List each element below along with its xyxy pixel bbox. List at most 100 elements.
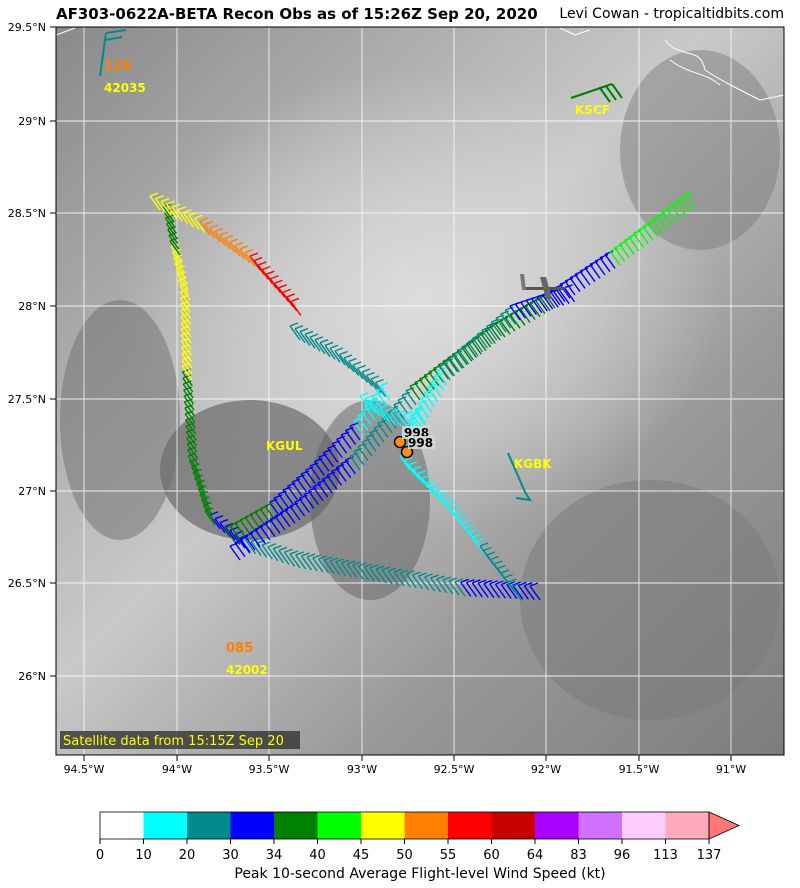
wind-barb: [357, 446, 369, 462]
wind-barb: [434, 491, 447, 506]
gridlines: [56, 27, 784, 755]
wind-barb: [632, 232, 645, 248]
wind-barb: [393, 571, 405, 587]
wind-barb: [467, 341, 479, 357]
wind-barb: [369, 432, 381, 448]
wind-barb: [340, 562, 352, 578]
wind-barb: [299, 331, 311, 346]
wind-barb: [295, 554, 307, 570]
wind-barb: [461, 346, 473, 362]
wind-barb: [623, 240, 635, 255]
wind-barb: [204, 510, 216, 526]
wind-barb: [494, 322, 506, 338]
wind-barb: [197, 488, 209, 504]
wind-barb: [418, 378, 430, 394]
wind-barb: [390, 411, 402, 427]
wind-barb: [224, 238, 236, 253]
wind-barb: [349, 455, 361, 471]
colorbar-title: Peak 10-second Average Flight-level Wind…: [234, 866, 606, 882]
aircraft-icon: [520, 274, 567, 299]
wind-barb: [426, 482, 438, 498]
wind-barb: [184, 407, 196, 423]
wind-barb: [510, 586, 523, 601]
wind-barb: [186, 437, 198, 453]
wind-barb: [523, 585, 535, 601]
wind-barb: [180, 347, 193, 362]
wind-barb: [534, 299, 546, 315]
lon-label: 91.5°W: [619, 763, 660, 776]
station-value-42035: 126: [104, 59, 131, 74]
wind-barb: [417, 473, 429, 489]
wind-barb: [531, 298, 543, 314]
wind-barb: [374, 404, 386, 420]
wind-barb: [684, 194, 696, 209]
wind-barb: [323, 559, 335, 575]
wind-barb: [476, 333, 488, 349]
wind-barb: [489, 325, 501, 341]
wind-barb: [424, 392, 436, 408]
wind-barb: [387, 570, 399, 586]
colorbar-tick-label: 64: [527, 848, 544, 863]
wind-barb: [411, 574, 424, 590]
wind-barb: [365, 436, 377, 452]
wind-barb: [306, 556, 318, 572]
wind-barb: [330, 470, 343, 486]
colorbar-tick-label: 55: [440, 848, 457, 863]
wind-barb: [584, 267, 596, 283]
station-id-kgbk: KGBK: [514, 457, 552, 471]
colorbar-tick-label: 137: [697, 848, 722, 863]
wind-barb: [424, 576, 436, 592]
lon-label: 93.5°W: [249, 763, 290, 776]
wind-barb: [171, 251, 184, 267]
wind-barb: [430, 577, 442, 593]
wind-barb: [564, 280, 576, 296]
wind-barb: [289, 505, 301, 521]
wind-barb: [397, 399, 409, 415]
wind-barb: [180, 334, 192, 350]
colorbar-tick-label: 20: [179, 848, 196, 863]
wind-barb: [475, 336, 487, 351]
wind-barb: [314, 339, 326, 355]
wind-barb-kgbk: [507, 452, 532, 502]
colorbar-swatch: [578, 812, 622, 839]
wind-barb: [369, 401, 381, 417]
wind-barb: [409, 385, 421, 401]
wind-barb: [462, 345, 474, 361]
wind-barb: [254, 528, 266, 544]
wind-barb: [180, 328, 192, 344]
wind-barb: [307, 490, 320, 506]
wind-barb: [661, 211, 673, 227]
wind-barb: [193, 217, 206, 233]
wind-barb: [370, 378, 382, 394]
wind-barb: [176, 274, 189, 290]
station-id-kscf: KSCF: [575, 103, 610, 117]
wind-barb: [373, 427, 385, 443]
wind-barb: [214, 231, 226, 246]
colorbar-extend-arrow: [708, 811, 740, 840]
wind-barb: [201, 499, 213, 515]
wind-barb: [553, 291, 565, 306]
colorbar-swatch: [491, 812, 535, 839]
wind-barb: [321, 478, 333, 494]
map-title: AF303-0622A-BETA Recon Obs as of 15:26Z …: [56, 5, 538, 23]
wind-barb: [381, 569, 393, 585]
wind-barb: [364, 398, 376, 414]
wind-barb: [454, 581, 466, 597]
wind-barb: [234, 542, 246, 558]
colorbar: 0 10 20 30 34 40 45 50 55 60 64 83 96 113 137: [96, 811, 740, 863]
colorbar-tick-label: 34: [266, 848, 283, 863]
wind-barb: [618, 243, 630, 259]
colorbar-tick-label: 30: [222, 848, 239, 863]
wind-barb: [166, 203, 178, 219]
wind-barb: [174, 263, 186, 278]
wind-barb: [338, 354, 351, 369]
wind-barb: [418, 575, 430, 591]
colorbar-tick-label: 113: [653, 848, 678, 863]
wind-barb: [393, 404, 405, 420]
station-id-kgul: KGUL: [266, 439, 303, 453]
wind-barb: [628, 236, 640, 252]
wind-barb: [448, 357, 460, 373]
colorbar-swatch: [448, 812, 492, 839]
wind-barb: [353, 450, 365, 466]
colorbar-swatch: [404, 812, 448, 839]
